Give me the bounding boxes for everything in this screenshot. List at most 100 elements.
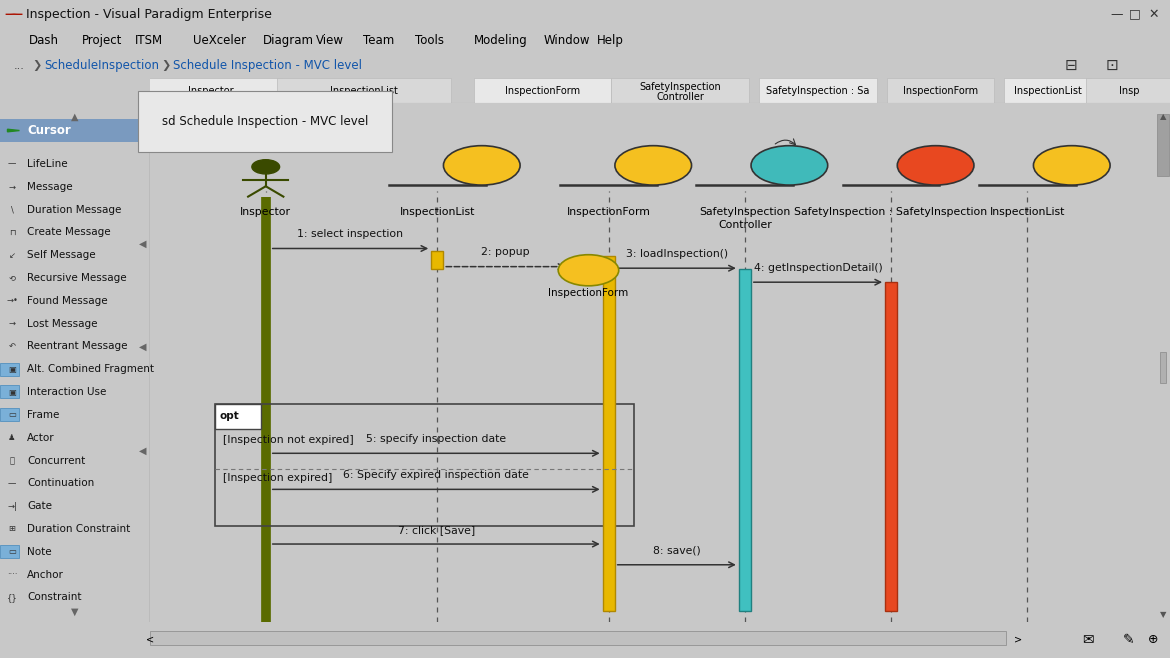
Text: 2: popup: 2: popup [482, 247, 530, 257]
Polygon shape [7, 129, 20, 132]
Text: □: □ [1129, 8, 1141, 20]
Text: →|: →| [7, 501, 16, 511]
Text: InspectionList: InspectionList [1013, 86, 1081, 96]
Text: InspectionForm: InspectionForm [505, 86, 580, 96]
Bar [1161, 352, 1165, 384]
Text: ⌒: ⌒ [9, 456, 14, 465]
Text: LifeLine: LifeLine [27, 159, 68, 169]
Bar [887, 78, 994, 103]
Bar [277, 78, 450, 103]
Text: ▭: ▭ [8, 547, 16, 556]
Text: Window: Window [544, 34, 591, 47]
Text: ⟲: ⟲ [8, 274, 15, 282]
Text: ❯: ❯ [33, 61, 42, 71]
Bar [1086, 78, 1170, 103]
Text: 8: save(): 8: save() [653, 545, 701, 555]
Text: SafetyInspection: SafetyInspection [700, 207, 791, 217]
Text: Concurrent: Concurrent [27, 455, 85, 466]
Text: InspectionForm: InspectionForm [566, 207, 651, 217]
Bar [885, 282, 897, 611]
Text: Dash: Dash [29, 34, 60, 47]
Bar [738, 269, 751, 611]
Text: InspectionList: InspectionList [330, 86, 398, 96]
Bar [150, 631, 1006, 645]
Text: —: — [8, 479, 16, 488]
Text: ↙: ↙ [8, 251, 15, 260]
Text: 3: loadInspection(): 3: loadInspection() [626, 249, 728, 259]
Text: ✕: ✕ [1149, 8, 1158, 20]
Text: →: → [8, 319, 15, 328]
Text: SafetyInspection : Sa: SafetyInspection : Sa [766, 86, 869, 96]
Text: ▭: ▭ [8, 411, 16, 419]
Text: SafetyInspection : SafetyInspection: SafetyInspection : SafetyInspection [794, 207, 987, 217]
Text: 7: click [Save]: 7: click [Save] [398, 524, 475, 535]
Text: opt: opt [219, 411, 239, 422]
Text: Lost Message: Lost Message [27, 318, 97, 328]
Text: InspectionForm: InspectionForm [549, 288, 628, 298]
Text: sd Schedule Inspection - MVC level: sd Schedule Inspection - MVC level [161, 115, 369, 128]
Text: ◀: ◀ [138, 238, 146, 248]
Bar [0, 386, 20, 398]
Text: ScheduleInspection: ScheduleInspection [44, 59, 159, 72]
Text: Continuation: Continuation [27, 478, 95, 488]
Text: —: — [8, 159, 16, 168]
Text: Note: Note [27, 547, 51, 557]
Text: ♟: ♟ [8, 433, 15, 442]
Text: \: \ [11, 205, 13, 214]
Bar [474, 78, 612, 103]
Circle shape [443, 145, 521, 185]
Text: ▣: ▣ [8, 365, 16, 374]
Text: ▲: ▲ [1159, 112, 1166, 121]
Text: Cursor: Cursor [27, 124, 70, 137]
Text: ◀: ◀ [138, 445, 146, 456]
Circle shape [558, 255, 619, 286]
Text: ▣: ▣ [8, 388, 16, 397]
Text: [Inspection expired]: [Inspection expired] [223, 472, 332, 483]
Text: Reentrant Message: Reentrant Message [27, 342, 128, 351]
Text: ⊓: ⊓ [8, 228, 15, 237]
Text: SafetyInspection: SafetyInspection [640, 82, 721, 92]
Text: Anchor: Anchor [27, 570, 64, 580]
Text: >: > [1014, 635, 1021, 645]
Text: ✉: ✉ [1082, 633, 1094, 647]
Text: Message: Message [27, 182, 73, 191]
Text: Duration Constraint: Duration Constraint [27, 524, 130, 534]
Bar [759, 78, 876, 103]
Bar [215, 404, 634, 526]
Text: <: < [146, 635, 153, 645]
Text: Duration Message: Duration Message [27, 205, 122, 215]
Text: Controller: Controller [656, 92, 704, 102]
Text: ↶: ↶ [8, 342, 15, 351]
Bar [1004, 78, 1090, 103]
Text: Diagram: Diagram [263, 34, 315, 47]
Text: →•: →• [6, 296, 18, 305]
Text: InspectionList: InspectionList [399, 207, 475, 217]
Bar [431, 251, 443, 269]
Text: ▼: ▼ [1159, 609, 1166, 619]
Text: UeXceler: UeXceler [193, 34, 246, 47]
Bar [0, 119, 150, 142]
Text: ⊞: ⊞ [8, 524, 15, 534]
Text: 4: getInspectionDetail(): 4: getInspectionDetail() [753, 263, 882, 273]
Bar [0, 545, 20, 558]
Text: 6: Specify expired inspection date: 6: Specify expired inspection date [343, 470, 529, 480]
Text: ITSM: ITSM [135, 34, 163, 47]
Text: ⊕: ⊕ [1148, 634, 1158, 646]
Bar [215, 404, 261, 429]
Text: Alt. Combined Fragment: Alt. Combined Fragment [27, 365, 154, 374]
Text: Inspector: Inspector [188, 86, 234, 96]
Text: —: — [1110, 8, 1122, 20]
Text: View: View [316, 34, 344, 47]
Text: ▼: ▼ [71, 607, 78, 617]
Text: [Inspection not expired]: [Inspection not expired] [223, 435, 355, 445]
Text: Modeling: Modeling [474, 34, 528, 47]
Text: Controller: Controller [718, 220, 772, 230]
Circle shape [1033, 145, 1110, 185]
Text: ⊟: ⊟ [1065, 59, 1078, 73]
Text: ❯: ❯ [161, 61, 171, 71]
Text: InspectionList: InspectionList [990, 207, 1065, 217]
Text: Inspector: Inspector [240, 207, 291, 217]
Circle shape [615, 145, 691, 185]
Circle shape [751, 145, 827, 185]
Text: Project: Project [82, 34, 123, 47]
